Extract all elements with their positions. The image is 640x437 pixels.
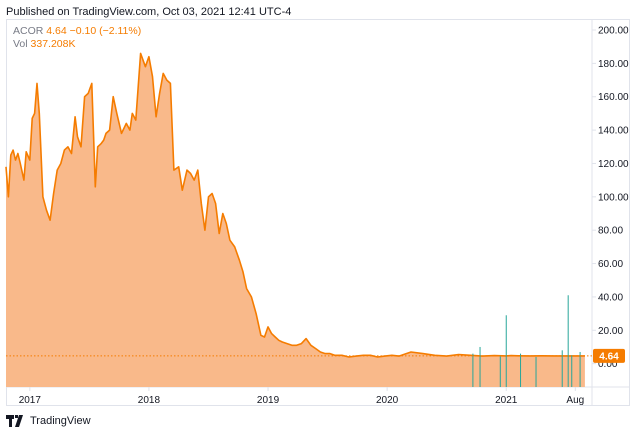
y-tick-label: 80.00 <box>598 226 623 237</box>
price-area <box>6 53 585 388</box>
legend-vol-label: Vol <box>13 38 28 50</box>
x-tick-label: Aug <box>566 395 584 406</box>
y-tick-label: 100.00 <box>598 192 629 203</box>
last-price-label: 4.64 <box>599 351 619 362</box>
legend-vol-value: 337.208K <box>30 38 76 50</box>
y-tick-label: 160.00 <box>598 92 629 103</box>
y-tick-label: 40.00 <box>598 292 623 303</box>
footer-brand: TradingView <box>30 415 91 427</box>
y-tick-label: 200.00 <box>598 26 629 37</box>
legend-volume: Vol 337.208K <box>13 38 76 51</box>
x-tick-label: 2017 <box>19 395 42 406</box>
y-tick-label: 120.00 <box>598 159 629 170</box>
last-price-badge <box>593 348 625 363</box>
y-tick-label: 20.00 <box>598 326 623 337</box>
x-tick-label: 2021 <box>495 395 518 406</box>
y-tick-label: 180.00 <box>598 59 629 70</box>
y-tick-label: 0.00 <box>598 359 618 370</box>
legend-price: ACOR 4.64 −0.10 (−2.11%) <box>13 25 141 38</box>
x-tick-label: 2020 <box>376 395 399 406</box>
y-tick-label: 140.00 <box>598 126 629 137</box>
tradingview-logo-icon <box>6 415 23 427</box>
x-tick-label: 2018 <box>138 395 161 406</box>
price-line[interactable] <box>5 52 585 358</box>
legend-symbol: ACOR <box>13 25 44 37</box>
footer: TradingView <box>6 415 91 427</box>
x-tick-label: 2019 <box>257 395 280 406</box>
published-caption: Published on TradingView.com, Oct 03, 20… <box>6 6 292 18</box>
legend-change: −0.10 (−2.11%) <box>69 25 142 37</box>
y-tick-label: 60.00 <box>598 259 623 270</box>
legend-price-value: 4.64 <box>46 25 67 37</box>
